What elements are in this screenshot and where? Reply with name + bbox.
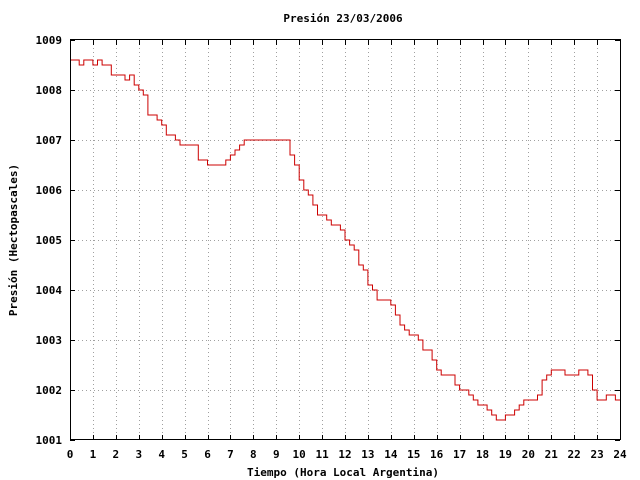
- x-tick-label: 2: [113, 448, 120, 461]
- chart-title: Presión 23/03/2006: [283, 12, 403, 25]
- y-tick-label: 1002: [36, 384, 63, 397]
- x-tick-label: 23: [590, 448, 603, 461]
- y-tick-label: 1008: [36, 84, 63, 97]
- pressure-series-line: [70, 59, 620, 421]
- x-tick-label: 21: [545, 448, 559, 461]
- x-tick-labels: 0 1 2 3 4 5 6 7 8 9 10 11 12 13 14 15 16 17 18 19 20 21 22 23 24: [67, 448, 627, 461]
- x-tick-label: 13: [361, 448, 374, 461]
- x-tick-label: 22: [568, 448, 581, 461]
- y-tick-label: 1003: [36, 334, 63, 347]
- x-tick-label: 1: [90, 448, 97, 461]
- x-tick-label: 8: [250, 448, 257, 461]
- x-tick-label: 19: [499, 448, 512, 461]
- x-tick-label: 10: [293, 448, 306, 461]
- x-tick-label: 3: [135, 448, 142, 461]
- y-tick-label: 1001: [36, 434, 63, 447]
- x-tick-label: 15: [407, 448, 420, 461]
- x-tick-label: 11: [315, 448, 329, 461]
- x-tick-label: 14: [384, 448, 398, 461]
- x-tick-label: 7: [227, 448, 234, 461]
- y-tick-label: 1004: [36, 284, 63, 297]
- x-tick-label: 16: [430, 448, 444, 461]
- x-tick-label: 18: [476, 448, 489, 461]
- x-tick-label: 0: [67, 448, 74, 461]
- x-tick-label: 20: [522, 448, 535, 461]
- x-tick-label: 24: [613, 448, 627, 461]
- grid-lines: [70, 40, 620, 440]
- y-tick-label: 1006: [36, 184, 63, 197]
- y-tick-labels: 1001 1002 1003 1004 1005 1006 1007 1008 1009: [36, 34, 63, 447]
- y-tick-label: 1009: [36, 34, 63, 47]
- y-axis-label: Presión (Hectopascales): [7, 164, 20, 316]
- x-axis-label: Tiempo (Hora Local Argentina): [247, 466, 439, 479]
- x-tick-label: 4: [158, 448, 165, 461]
- x-tick-label: 12: [338, 448, 351, 461]
- plot-frame: [70, 39, 621, 440]
- y-tick-label: 1007: [36, 134, 63, 147]
- x-tick-label: 9: [273, 448, 280, 461]
- x-tick-label: 5: [181, 448, 188, 461]
- y-tick-label: 1005: [36, 234, 63, 247]
- x-tick-label: 6: [204, 448, 211, 461]
- x-tick-label: 17: [453, 448, 466, 461]
